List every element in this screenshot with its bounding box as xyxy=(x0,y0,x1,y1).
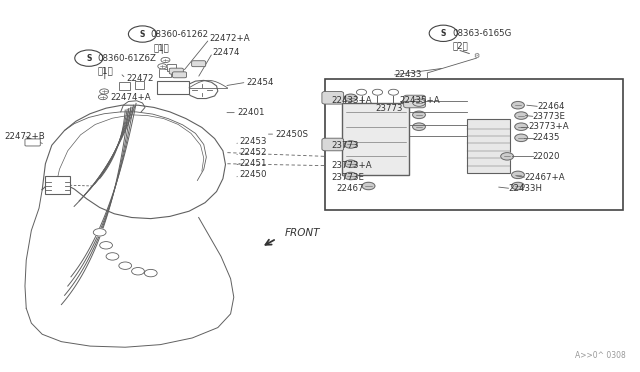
Bar xyxy=(342,103,410,175)
Text: 23773E: 23773E xyxy=(532,112,566,121)
Circle shape xyxy=(106,253,119,260)
Circle shape xyxy=(515,123,527,131)
Circle shape xyxy=(413,111,426,119)
Text: 22433H: 22433H xyxy=(508,184,542,193)
Circle shape xyxy=(100,89,109,94)
Text: 23773: 23773 xyxy=(332,141,359,150)
Text: 23773+A: 23773+A xyxy=(332,161,372,170)
Text: 23773+A: 23773+A xyxy=(528,122,569,131)
Text: （1）: （1） xyxy=(154,43,170,52)
Text: 22467: 22467 xyxy=(337,184,364,193)
Text: 22453: 22453 xyxy=(239,137,267,146)
Text: S: S xyxy=(140,29,145,39)
Text: S: S xyxy=(86,54,92,62)
Circle shape xyxy=(388,89,399,95)
Circle shape xyxy=(511,171,524,179)
Circle shape xyxy=(511,102,524,109)
Text: 23773: 23773 xyxy=(376,104,403,113)
Text: S: S xyxy=(440,29,446,38)
Text: 22472+A: 22472+A xyxy=(209,34,250,44)
Text: 23773E: 23773E xyxy=(332,173,365,182)
Bar xyxy=(167,64,176,71)
Circle shape xyxy=(129,26,157,42)
Text: 22435: 22435 xyxy=(532,133,560,142)
Text: A>>0^ 0308: A>>0^ 0308 xyxy=(575,351,625,360)
Circle shape xyxy=(429,25,458,41)
Circle shape xyxy=(515,112,527,119)
Text: 22472+B: 22472+B xyxy=(4,132,45,141)
Circle shape xyxy=(75,50,103,66)
Bar xyxy=(119,82,131,90)
Bar xyxy=(135,81,145,89)
Circle shape xyxy=(511,182,524,190)
Bar xyxy=(157,81,189,94)
Text: 22401: 22401 xyxy=(237,108,264,117)
FancyBboxPatch shape xyxy=(173,72,186,78)
Text: 08363-6165G: 08363-6165G xyxy=(452,29,511,38)
Text: 22450: 22450 xyxy=(239,170,267,179)
Circle shape xyxy=(344,160,357,167)
Circle shape xyxy=(413,123,426,131)
Circle shape xyxy=(515,134,527,141)
Text: 22433+A: 22433+A xyxy=(332,96,372,105)
Text: （2）: （2） xyxy=(452,42,468,51)
Circle shape xyxy=(100,241,113,249)
Text: 22450S: 22450S xyxy=(275,129,308,139)
Bar xyxy=(325,78,623,210)
Circle shape xyxy=(158,64,167,69)
Circle shape xyxy=(372,89,383,95)
Text: 22452: 22452 xyxy=(239,148,267,157)
Circle shape xyxy=(356,89,367,95)
Circle shape xyxy=(161,57,170,62)
Text: 08360-61Z6Z: 08360-61Z6Z xyxy=(98,54,157,62)
FancyBboxPatch shape xyxy=(322,138,344,151)
FancyBboxPatch shape xyxy=(170,68,183,74)
Text: 〈1〉: 〈1〉 xyxy=(98,67,113,76)
Text: 22474: 22474 xyxy=(212,48,240,57)
Text: 22472: 22472 xyxy=(126,74,154,83)
Text: 22474+A: 22474+A xyxy=(111,93,151,102)
Circle shape xyxy=(145,269,157,277)
Circle shape xyxy=(119,262,132,269)
Bar xyxy=(159,68,171,77)
Text: 22454: 22454 xyxy=(246,78,274,87)
Text: 22451: 22451 xyxy=(239,159,267,168)
FancyBboxPatch shape xyxy=(404,95,426,108)
Text: 22433: 22433 xyxy=(395,70,422,79)
Circle shape xyxy=(344,172,357,180)
Circle shape xyxy=(500,153,513,160)
Circle shape xyxy=(132,267,145,275)
FancyBboxPatch shape xyxy=(191,61,205,67)
Text: 22020: 22020 xyxy=(532,152,560,161)
Circle shape xyxy=(413,99,426,106)
Text: 22467+A: 22467+A xyxy=(524,173,565,182)
FancyBboxPatch shape xyxy=(322,92,344,104)
Circle shape xyxy=(93,229,106,236)
Text: ⚙: ⚙ xyxy=(474,52,479,58)
Text: 22435+A: 22435+A xyxy=(400,96,440,105)
Bar xyxy=(45,176,70,194)
Text: 22464: 22464 xyxy=(537,102,564,111)
Text: FRONT: FRONT xyxy=(285,228,321,238)
Circle shape xyxy=(344,141,357,148)
FancyBboxPatch shape xyxy=(25,139,40,146)
Circle shape xyxy=(344,94,357,102)
Bar xyxy=(467,119,510,173)
Circle shape xyxy=(99,94,108,100)
Text: 08360-61262: 08360-61262 xyxy=(151,29,209,39)
Circle shape xyxy=(362,182,375,190)
